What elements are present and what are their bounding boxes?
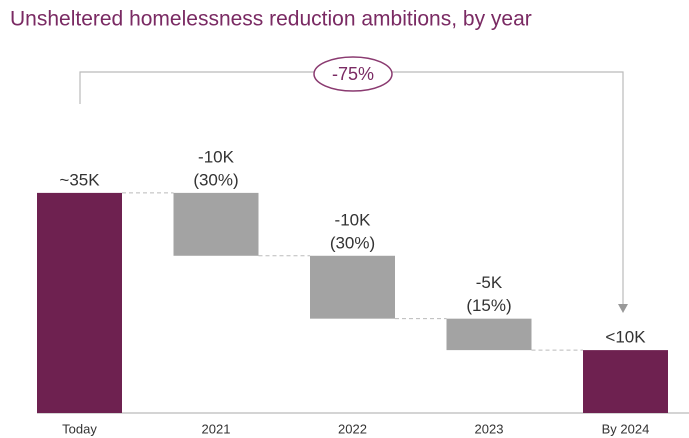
x-tick-label: 2023: [475, 421, 504, 436]
share-label: (15%): [466, 296, 511, 315]
value-label: -5K: [476, 273, 503, 292]
annotation-ellipse: [313, 56, 393, 92]
value-label: <10K: [605, 328, 646, 347]
bracket-right: [392, 71, 624, 306]
bar: [583, 350, 668, 413]
share-label: (30%): [330, 233, 375, 252]
x-tick-label: Today: [62, 421, 97, 436]
bar: [37, 192, 122, 413]
x-tick-label: By 2024: [602, 421, 650, 436]
bar: [310, 255, 395, 319]
bar: [446, 318, 532, 351]
arrow-head: [618, 304, 628, 313]
bracket-left: [79, 71, 320, 104]
value-label: ~35K: [59, 170, 100, 189]
share-label: (30%): [193, 170, 238, 189]
value-label: -10K: [198, 147, 235, 166]
x-tick-label: 2021: [202, 421, 231, 436]
annotation: -75%: [332, 64, 374, 84]
bar: [173, 192, 259, 256]
x-tick-label: 2022: [338, 421, 367, 436]
value-label: -10K: [335, 210, 372, 229]
chart-title: Unsheltered homelessness reduction ambit…: [10, 8, 532, 31]
